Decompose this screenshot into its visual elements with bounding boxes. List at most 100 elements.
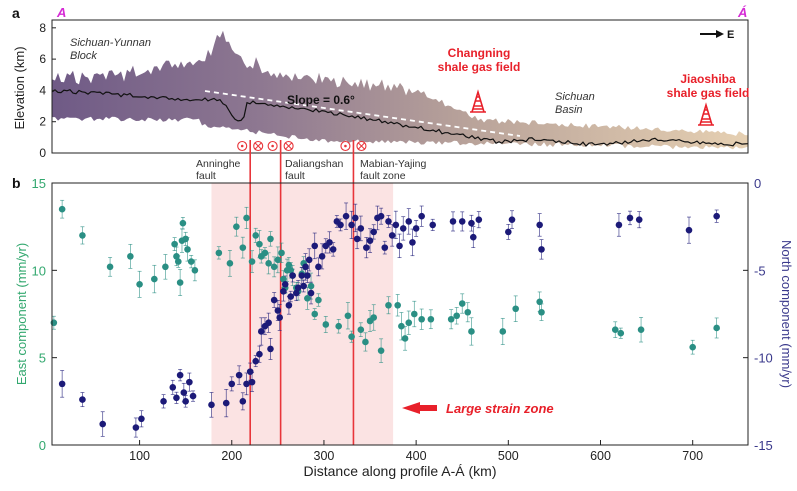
left-y-tick-label: 5: [39, 351, 46, 366]
velocity-point: [427, 315, 435, 323]
velocity-point: [464, 308, 472, 316]
velocity-point: [344, 312, 352, 320]
velocity-point: [626, 214, 634, 222]
velocity-point: [412, 225, 420, 232]
left-y-tick-label: 10: [32, 263, 46, 278]
velocity-point: [99, 420, 107, 428]
x-axis-label: Distance along profile A-Á (km): [304, 463, 497, 479]
velocity-point: [304, 294, 311, 302]
velocity-point: [713, 212, 720, 220]
velocity-point: [302, 263, 309, 271]
velocity-point: [208, 401, 215, 409]
velocity-point: [410, 310, 418, 318]
velocity-point: [304, 272, 311, 279]
velocity-point: [136, 281, 143, 288]
panel-a-y-axis: 0 2 4 6 8: [39, 21, 56, 160]
velocity-point: [106, 263, 114, 271]
velocity-point: [348, 221, 355, 229]
velocity-point: [418, 212, 425, 220]
velocity-point: [182, 235, 189, 243]
panel-b-frame: [51, 182, 749, 446]
velocity-point: [248, 258, 256, 265]
velocity-point: [292, 289, 300, 297]
velocity-point: [538, 308, 545, 316]
velocity-point: [315, 296, 322, 304]
velocity-point: [276, 314, 283, 321]
velocity-point: [381, 244, 389, 251]
elevation-tick-label: 0: [39, 146, 46, 160]
elevation-range-band: [52, 30, 748, 150]
velocity-point: [447, 315, 455, 323]
velocity-point: [274, 307, 282, 314]
drilling-rig-icon: [470, 89, 486, 113]
velocity-point: [362, 338, 369, 346]
left-y-tick-label: 0: [39, 438, 46, 453]
velocity-point: [174, 258, 182, 265]
basin-label-line-2: Basin: [555, 104, 583, 116]
velocity-point: [311, 310, 319, 318]
velocity-point: [132, 424, 140, 431]
velocity-point: [536, 221, 543, 229]
velocity-point: [505, 228, 512, 236]
velocity-point: [58, 205, 66, 213]
velocity-point: [179, 219, 187, 227]
velocity-point: [398, 322, 405, 330]
left-y-axis: 0 5 10 15: [32, 176, 57, 453]
velocity-point: [377, 347, 385, 354]
velocity-point: [468, 219, 475, 227]
right-y-tick-label: -10: [754, 351, 773, 366]
profile-start-letter: A: [56, 5, 66, 20]
right-y-tick-label: -15: [754, 438, 773, 453]
velocity-point: [184, 246, 191, 253]
velocity-point: [475, 216, 483, 223]
velocity-point: [396, 242, 403, 250]
velocity-point: [405, 319, 413, 327]
elevation-tick-label: 4: [39, 83, 46, 97]
strain-zone-label: Large strain zone: [446, 401, 554, 416]
velocity-point: [248, 378, 256, 386]
slope-label: Slope = 0.6°: [287, 93, 355, 107]
velocity-point: [280, 275, 287, 283]
right-y-axis: -15 -10 -5 0: [743, 176, 773, 453]
x-tick-label: 300: [314, 449, 335, 463]
velocity-point: [270, 263, 278, 271]
velocity-point: [469, 233, 477, 241]
velocity-point: [637, 326, 645, 334]
velocity-point: [348, 333, 355, 341]
velocity-point: [270, 296, 278, 304]
velocity-point: [274, 256, 282, 264]
velocity-point: [409, 239, 416, 246]
right-y-axis-label: North component (mm/yr): [779, 240, 794, 388]
into-page-symbol: [356, 140, 367, 152]
velocity-point: [392, 221, 400, 229]
velocity-point: [252, 357, 260, 365]
velocity-point: [429, 221, 437, 229]
velocity-point: [138, 415, 145, 423]
panel-a-elevation-profile: a A Á Slope = 0.6° 0 2 4 6 8 Elevation (km)…: [12, 5, 749, 160]
velocity-point: [536, 298, 543, 306]
elevation-tick-label: 2: [39, 115, 46, 129]
velocity-point: [267, 235, 274, 243]
out-of-page-symbol: [267, 140, 278, 152]
velocity-point: [315, 263, 322, 271]
left-y-axis-label: East component (mm/yr): [14, 243, 29, 385]
slope-dashed-line: [204, 90, 521, 137]
velocity-point: [58, 380, 66, 388]
velocity-point: [176, 371, 184, 379]
x-tick-label: 700: [682, 449, 703, 463]
velocity-point: [385, 218, 392, 225]
velocity-point: [377, 212, 385, 220]
block-label-line-2: Block: [70, 50, 97, 62]
velocity-point: [713, 324, 720, 332]
velocity-point: [499, 328, 507, 335]
velocity-point: [351, 214, 359, 222]
velocity-point: [305, 256, 313, 264]
velocity-point: [265, 260, 272, 267]
velocity-point: [418, 315, 425, 323]
velocity-point: [151, 275, 158, 283]
strain-zone-arrow: Large strain zone: [402, 401, 554, 416]
velocity-point: [449, 218, 457, 225]
velocity-point: [243, 214, 250, 222]
velocity-point: [388, 232, 396, 239]
